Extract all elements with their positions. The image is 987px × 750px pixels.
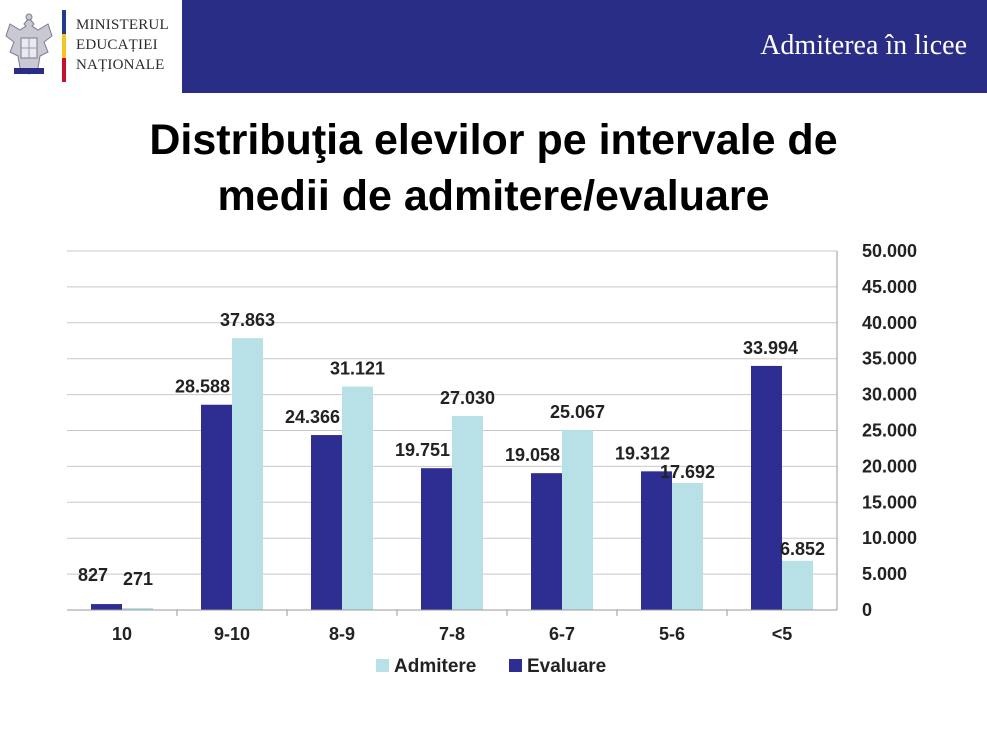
bar-chart: 0 5.000 10.000 15.000 20.000 25.000 30.000 35.0…: [67, 241, 917, 677]
data-label-evaluare: 19.058: [505, 445, 560, 465]
bar-admitere: [122, 608, 153, 610]
romanian-coat-of-arms-icon: [5, 13, 53, 75]
tricolor-stripe: [62, 10, 66, 82]
data-label-admitere: 17.692: [660, 462, 715, 482]
data-label-admitere: 37.863: [220, 310, 275, 330]
data-label-evaluare: 827: [78, 565, 108, 585]
slide-header: MINISTERUL EDUCAȚIEI NAȚIONALE Admiterea…: [0, 0, 987, 93]
data-label-evaluare: 24.366: [285, 407, 340, 427]
legend-label-evaluare: Evaluare: [527, 656, 606, 677]
x-tick-label: 9-10: [214, 624, 250, 644]
y-tick-label: 10.000: [862, 528, 917, 548]
slide-title-line: medii de admitere/evaluare: [217, 172, 770, 220]
x-tick-label: 10: [112, 624, 132, 644]
data-label-admitere: 25.067: [550, 402, 605, 422]
bar-admitere: [672, 482, 703, 610]
data-label-admitere: 6.852: [780, 539, 825, 559]
legend-swatch-evaluare: [509, 659, 522, 672]
x-tick-label: 7-8: [439, 624, 465, 644]
slide-title: Distribuţia elevilor pe intervale de med…: [0, 112, 987, 224]
bar-admitere: [342, 386, 373, 610]
ministry-line: EDUCAȚIEI: [76, 37, 158, 53]
bar-evaluare: [201, 404, 232, 610]
y-tick-label: 5.000: [862, 564, 907, 584]
y-tick-label: 15.000: [862, 492, 917, 512]
ministry-name: MINISTERUL EDUCAȚIEI NAȚIONALE: [76, 15, 180, 75]
x-tick-label: 6-7: [549, 624, 575, 644]
data-label-admitere: 31.121: [330, 359, 385, 379]
bar-evaluare: [641, 471, 672, 610]
data-label-evaluare: 33.994: [743, 338, 798, 358]
x-tick-label: 5-6: [659, 624, 685, 644]
x-tick-label: 8-9: [329, 624, 355, 644]
header-title: Admiterea în licee: [760, 30, 967, 61]
data-label-admitere: 271: [123, 569, 153, 589]
y-tick-label: 45.000: [862, 277, 917, 297]
y-tick-label: 40.000: [862, 313, 917, 333]
bar-evaluare: [421, 468, 452, 610]
data-label-evaluare: 19.312: [615, 443, 670, 463]
bar-admitere: [452, 415, 483, 610]
bar-evaluare: [531, 473, 562, 610]
legend-swatch-admitere: [376, 659, 389, 672]
ministry-line: NAȚIONALE: [76, 57, 165, 73]
y-tick-label: 25.000: [862, 421, 917, 441]
bar-admitere: [232, 338, 263, 610]
x-tick-label: <5: [772, 624, 793, 644]
ministry-line: MINISTERUL: [76, 17, 169, 33]
bar-admitere: [562, 430, 593, 610]
data-label-evaluare: 28.588: [175, 377, 230, 397]
data-label-admitere: 27.030: [440, 388, 495, 408]
y-tick-label: 20.000: [862, 456, 917, 476]
bar-evaluare: [311, 435, 342, 610]
y-tick-label: 50.000: [862, 241, 917, 261]
data-label-evaluare: 19.751: [395, 440, 450, 460]
ministry-logo: MINISTERUL EDUCAȚIEI NAȚIONALE: [0, 0, 182, 93]
bar-evaluare: [91, 604, 122, 610]
legend-label-admitere: Admitere: [394, 656, 476, 677]
y-tick-label: 30.000: [862, 385, 917, 405]
y-tick-label: 35.000: [862, 349, 917, 369]
bar-evaluare: [751, 365, 782, 610]
slide-title-line: Distribuţia elevilor pe intervale de: [149, 116, 838, 164]
bar-admitere: [782, 560, 813, 610]
y-tick-label: 0: [862, 600, 872, 620]
